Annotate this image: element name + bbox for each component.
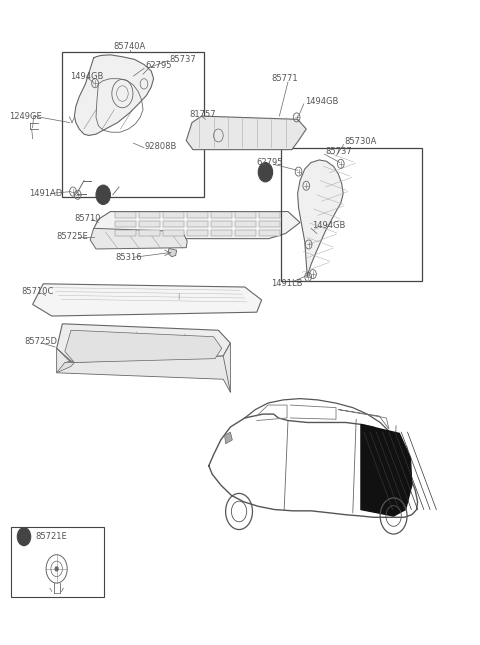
Text: 62795: 62795 [145, 61, 171, 70]
Text: 1491AD: 1491AD [29, 189, 62, 198]
Text: 85710: 85710 [74, 213, 101, 223]
Bar [235, 230, 256, 236]
Text: 85740A: 85740A [113, 42, 146, 51]
Polygon shape [65, 330, 222, 362]
Bar [259, 221, 280, 227]
Text: 85316: 85316 [115, 253, 142, 262]
Polygon shape [94, 212, 300, 239]
Text: 81757: 81757 [190, 110, 216, 119]
Polygon shape [74, 55, 154, 135]
Bar [259, 212, 280, 218]
Polygon shape [168, 248, 177, 257]
Polygon shape [57, 362, 74, 373]
Bar [211, 221, 232, 227]
Text: 1249GE: 1249GE [9, 112, 41, 121]
Text: 85710C: 85710C [22, 287, 54, 296]
Bar [163, 212, 184, 218]
Circle shape [258, 163, 273, 182]
Polygon shape [186, 116, 306, 150]
Circle shape [17, 528, 31, 546]
Polygon shape [90, 228, 187, 249]
Text: 85725D: 85725D [24, 337, 57, 346]
Bar [187, 212, 208, 218]
Bar [62, 52, 204, 197]
Bar [139, 212, 160, 218]
Text: a: a [264, 169, 267, 175]
Text: 85730A: 85730A [345, 137, 377, 146]
Text: 62795: 62795 [257, 158, 283, 167]
Text: 85725E: 85725E [57, 232, 88, 241]
Bar [11, 527, 104, 597]
Polygon shape [298, 160, 343, 276]
Text: 1494GB: 1494GB [312, 221, 346, 230]
Text: 85721E: 85721E [36, 532, 67, 541]
Bar [187, 230, 208, 236]
Bar [211, 230, 232, 236]
Polygon shape [33, 284, 262, 316]
Text: a: a [101, 192, 105, 198]
Polygon shape [361, 424, 412, 516]
Polygon shape [225, 432, 232, 444]
Text: 85737: 85737 [325, 147, 352, 156]
Bar [187, 221, 208, 227]
Bar [115, 212, 136, 218]
Text: 85737: 85737 [169, 55, 196, 64]
Bar [115, 230, 136, 236]
Bar [235, 212, 256, 218]
Polygon shape [57, 343, 230, 392]
Text: 1491LB: 1491LB [271, 279, 303, 288]
Text: 1494GB: 1494GB [70, 72, 103, 81]
Text: 92808B: 92808B [145, 142, 177, 151]
Bar [139, 230, 160, 236]
Bar [259, 230, 280, 236]
Circle shape [55, 567, 58, 571]
Bar [163, 221, 184, 227]
Bar [281, 148, 422, 281]
Text: 85771: 85771 [271, 74, 298, 83]
Text: 1494GB: 1494GB [305, 97, 338, 106]
Bar [235, 221, 256, 227]
Bar [139, 221, 160, 227]
Bar [211, 212, 232, 218]
Bar [163, 230, 184, 236]
Bar [115, 221, 136, 227]
Polygon shape [57, 324, 230, 361]
Circle shape [96, 185, 110, 204]
Text: |: | [177, 293, 179, 300]
Text: a: a [22, 533, 26, 540]
